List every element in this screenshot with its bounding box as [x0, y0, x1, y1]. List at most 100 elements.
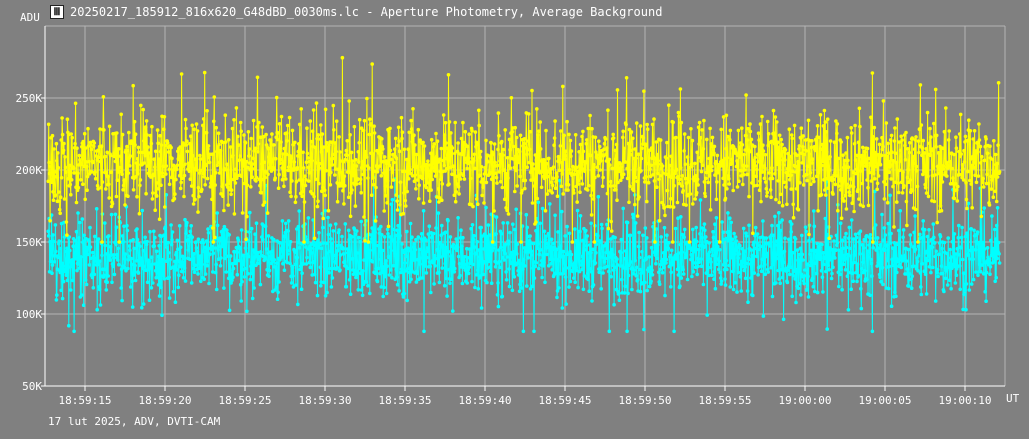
- data-point: [456, 254, 461, 259]
- data-point: [316, 238, 320, 242]
- data-point: [47, 160, 51, 165]
- data-point: [426, 159, 430, 163]
- data-point: [381, 248, 385, 253]
- data-point: [483, 170, 488, 174]
- data-point: [350, 235, 354, 239]
- data-point: [436, 211, 441, 215]
- data-point: [387, 163, 392, 168]
- data-point: [628, 184, 632, 188]
- data-point: [793, 164, 798, 169]
- data-point: [395, 228, 400, 232]
- data-point: [407, 130, 412, 135]
- data-point: [333, 141, 338, 145]
- data-point: [743, 276, 748, 281]
- data-point: [742, 168, 747, 172]
- data-point: [249, 226, 254, 231]
- data-point: [460, 281, 465, 286]
- data-point: [922, 169, 926, 174]
- data-point: [825, 150, 829, 154]
- data-point: [825, 232, 830, 237]
- data-point: [491, 246, 496, 250]
- data-point: [469, 226, 473, 231]
- data-point: [981, 241, 985, 245]
- data-point: [822, 262, 826, 267]
- data-point: [474, 251, 478, 255]
- data-point: [970, 245, 975, 250]
- x-tick-labels: 18:59:15 18:59:20 18:59:25 18:59:30 18:59:35…: [59, 394, 992, 407]
- data-point: [883, 248, 887, 252]
- data-point: [701, 147, 706, 151]
- data-point: [73, 256, 78, 261]
- data-point: [870, 329, 875, 334]
- data-point: [815, 241, 819, 246]
- data-point: [433, 256, 438, 261]
- data-point: [237, 258, 241, 263]
- data-point: [226, 138, 231, 142]
- data-point: [609, 247, 614, 252]
- data-point: [795, 248, 800, 252]
- data-point: [852, 209, 856, 214]
- data-point: [810, 139, 814, 143]
- data-point: [101, 95, 106, 99]
- data-point: [258, 282, 263, 287]
- data-point: [394, 275, 399, 280]
- data-point: [456, 216, 460, 220]
- data-point: [229, 192, 233, 197]
- data-point: [284, 177, 288, 181]
- data-point: [827, 250, 832, 255]
- data-point: [162, 277, 167, 281]
- data-point: [442, 133, 447, 137]
- data-point: [880, 135, 884, 140]
- data-point: [566, 183, 571, 187]
- data-point: [847, 225, 852, 230]
- data-point: [840, 287, 844, 292]
- data-point: [382, 285, 387, 290]
- data-point: [54, 175, 58, 179]
- data-point: [113, 159, 118, 164]
- data-point: [836, 208, 840, 213]
- data-point: [876, 174, 881, 178]
- data-point: [799, 272, 804, 277]
- data-point: [117, 240, 121, 244]
- data-point: [661, 257, 665, 262]
- data-point: [201, 171, 205, 176]
- data-point: [691, 202, 695, 206]
- data-point: [206, 144, 211, 148]
- data-point: [457, 192, 461, 196]
- data-point: [519, 279, 523, 283]
- data-point: [994, 223, 999, 228]
- data-point: [202, 249, 207, 254]
- data-point: [894, 160, 899, 165]
- data-point: [712, 269, 717, 274]
- data-point: [559, 244, 563, 248]
- data-point: [120, 298, 124, 303]
- data-point: [761, 149, 766, 153]
- data-point: [981, 180, 985, 185]
- data-point: [742, 268, 746, 273]
- data-point: [885, 258, 890, 263]
- data-point: [427, 163, 432, 167]
- data-point: [590, 126, 594, 131]
- data-point: [54, 298, 59, 302]
- data-point: [703, 228, 707, 233]
- data-point: [423, 259, 428, 264]
- data-point: [539, 185, 544, 190]
- data-point: [453, 199, 458, 204]
- data-point: [495, 163, 500, 168]
- data-point: [663, 293, 667, 298]
- data-point: [638, 289, 643, 294]
- data-point: [337, 135, 341, 139]
- y-tick-label: 250K: [16, 92, 43, 105]
- data-point: [168, 257, 172, 262]
- data-point: [653, 253, 658, 257]
- data-point: [472, 245, 477, 249]
- data-point: [737, 252, 742, 256]
- data-point: [819, 147, 823, 151]
- y-tick-label: 50K: [22, 380, 42, 393]
- data-point: [259, 135, 263, 139]
- data-point: [561, 249, 565, 254]
- data-point: [80, 293, 84, 297]
- data-point: [432, 169, 437, 173]
- data-point: [74, 229, 79, 234]
- data-point: [57, 239, 61, 243]
